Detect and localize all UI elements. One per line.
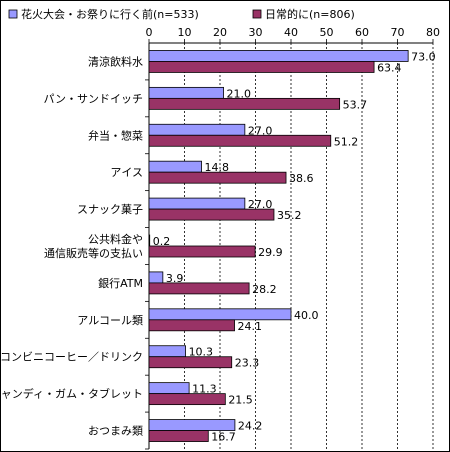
x-tick-label: 60 [355,26,369,39]
bar-series-2 [148,97,341,110]
bar-series-1 [148,197,246,210]
data-label-series-1: 73.0 [411,50,436,63]
bar-series-2 [148,430,209,442]
x-tick-label: 80 [426,26,440,39]
legend-label-1: 花火大会・お祭りに行く前(n=533) [21,7,199,21]
category-label: 通信販売等の支払い [44,246,143,260]
category-label: アルコール類 [77,314,143,327]
data-label-series-1: 10.3 [189,346,214,359]
legend-swatch-2 [252,9,262,19]
data-label-series-2: 24.1 [238,320,263,333]
bar-series-1 [148,234,151,247]
x-tick-label: 0 [146,26,153,39]
data-label-series-1: 27.0 [248,198,273,211]
data-label-series-1: 40.0 [294,309,319,322]
bar-series-1 [148,419,236,431]
bar-series-2 [148,282,250,295]
data-label-series-1: 24.2 [238,420,263,433]
category-label: コンビニコーヒー／ドリンク [1,351,143,364]
legend-swatch-1 [8,9,18,19]
x-tick-label: 40 [284,26,298,39]
category-label: 公共料金や [88,232,143,246]
data-label-series-1: 27.0 [248,124,273,137]
bar-series-2 [148,356,233,369]
bar-series-1 [148,271,164,284]
bar-series-2 [148,61,375,73]
x-tick-label: 30 [249,26,263,39]
data-label-series-1: 11.3 [192,383,217,396]
data-label-series-2: 53.7 [343,98,368,111]
data-label-series-2: 29.9 [258,246,283,259]
data-label-series-2: 28.2 [252,283,276,296]
bar-series-1 [148,86,224,99]
category-label: スナック菓子 [77,203,143,216]
bar-series-2 [148,171,287,184]
data-label-series-2: 16.7 [211,431,236,444]
data-label-series-2: 51.2 [334,135,359,148]
category-label: 弁当・惣菜 [88,128,143,142]
x-tick-label: 20 [213,26,227,39]
data-label-series-2: 23.3 [235,357,260,370]
data-label-series-2: 63.4 [377,61,402,74]
bar-series-2 [148,245,256,258]
bar-series-1 [148,345,186,358]
x-tick-label: 50 [320,26,334,39]
category-label: アイス [110,166,143,179]
bar-series-2 [148,208,275,221]
bar-series-1 [148,160,202,173]
bar-series-2 [148,319,235,332]
data-label-series-2: 35.2 [277,209,302,222]
data-label-series-2: 38.6 [289,172,314,185]
data-label-series-1: 3.9 [166,272,184,285]
bar-series-2 [148,393,226,406]
category-label: キャンディ・ガム・タブレット [1,387,143,401]
data-label-series-2: 21.5 [228,394,253,407]
x-tick-label: 70 [391,26,405,39]
category-label: 清涼飲料水 [88,54,143,68]
bar-series-1 [148,308,292,321]
category-label: 銀行ATM [98,276,143,290]
data-label-series-1: 14.8 [205,161,230,174]
bar-series-2 [148,134,332,147]
data-label-series-1: 0.2 [153,235,171,248]
x-tick-label: 10 [178,26,192,39]
bar-series-1 [148,382,190,395]
bar-series-1 [148,123,246,136]
category-label: パン・サンドイッチ [43,92,143,105]
bar-series-1 [148,50,409,62]
legend-label-2: 日常的に(n=806) [265,7,355,21]
data-label-series-1: 21.0 [227,87,252,100]
category-label: おつまみ類 [88,425,143,438]
